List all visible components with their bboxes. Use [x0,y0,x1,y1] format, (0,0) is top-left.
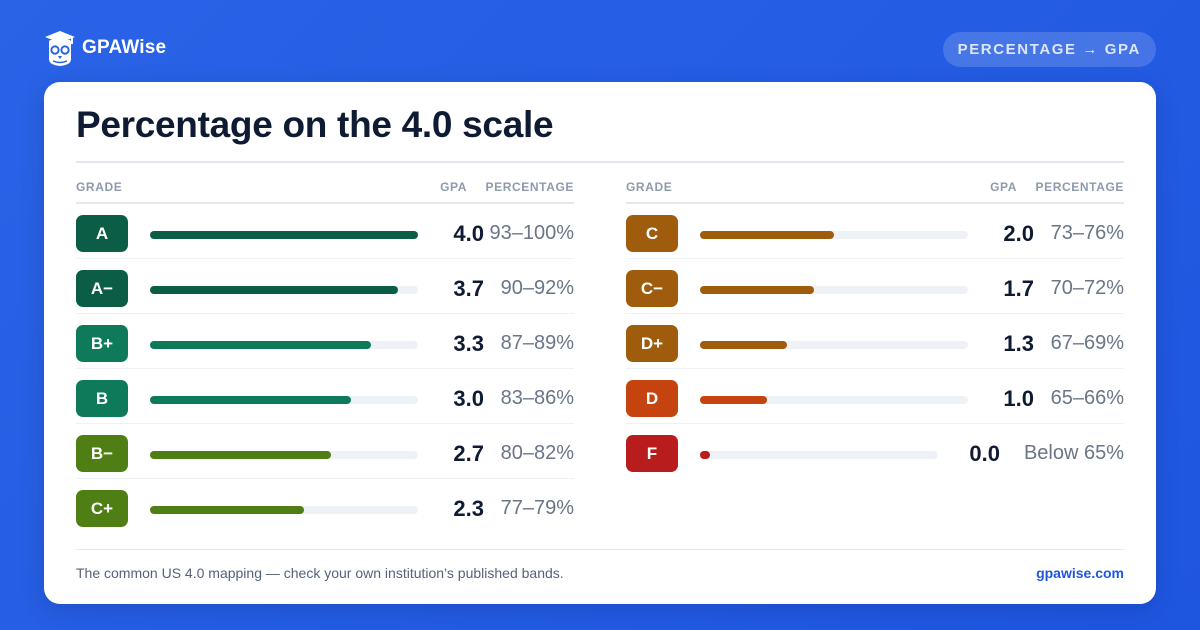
percentage-range: 65–66% [1050,387,1124,409]
grade-column-left: GRADE GPA PERCENTAGE A 4.0 93–100% A− 3.7 90–… [76,178,574,534]
grade-row: C+ 2.3 77–79% [76,479,574,534]
percentage-range: Below 65% [1023,442,1124,464]
gpa-value: 4.0 [453,221,484,246]
column-header: GRADE GPA PERCENTAGE [76,178,574,204]
gpa-value: 1.0 [1003,386,1034,411]
bar-track [150,286,418,294]
grade-badge: D [626,380,678,417]
gpa-bar [700,396,767,404]
bar-track [700,396,968,404]
percentage-range: 70–72% [1050,277,1124,299]
grade-badge: B [76,380,128,417]
pill-label: PERCENTAGE → GPA [957,41,1141,58]
percentage-range: 67–69% [1050,332,1124,354]
percentage-range: 83–86% [500,387,574,409]
percentage-range: 80–82% [500,442,574,464]
grade-row: C− 1.7 70–72% [626,259,1124,314]
gpa-value: 3.0 [453,386,484,411]
title-divider [76,161,1124,163]
gpa-bar [700,341,788,349]
owl-icon [45,31,75,66]
grade-row: F 0.0 Below 65% [626,424,1124,479]
header-grade: GRADE [76,180,123,194]
gpa-bar [150,506,305,514]
footer-divider [76,549,1124,550]
gpa-value: 1.3 [1003,331,1034,356]
grade-badge: B− [76,435,128,472]
header-gpa: GPA [440,180,467,194]
grade-row: A− 3.7 90–92% [76,259,574,314]
gpa-value: 2.7 [453,441,484,466]
grade-column-right: GRADE GPA PERCENTAGE C 2.0 73–76% C− 1.7 70–7… [626,178,1124,479]
conversion-pill: PERCENTAGE → GPA [942,32,1156,67]
gpa-value: 3.3 [453,331,484,356]
grade-row: D+ 1.3 67–69% [626,314,1124,369]
gpa-value: 2.3 [453,496,484,521]
gpa-bar [150,396,351,404]
bar-track [150,396,418,404]
gpa-value: 3.7 [453,276,484,301]
brand-name: GPAWise [82,37,167,58]
grade-rows-left: A 4.0 93–100% A− 3.7 90–92% B+ 3.3 87–89% B 3.0 83–… [76,204,574,534]
grade-badge: F [626,435,678,472]
percentage-range: 93–100% [489,222,574,244]
brand-logo: GPAWise [44,29,166,67]
bar-track [700,341,968,349]
header-percentage: PERCENTAGE [485,180,574,194]
bar-track [700,451,938,459]
gpa-bar [150,231,418,239]
bar-track [150,341,418,349]
percentage-range: 90–92% [500,277,574,299]
gpa-bar [700,451,710,459]
gpa-bar [150,341,372,349]
grade-card: Percentage on the 4.0 scale GRADE GPA PE… [44,82,1156,604]
bar-track [150,231,418,239]
grade-row: B− 2.7 80–82% [76,424,574,479]
bar-track [150,451,418,459]
grade-row: B 3.0 83–86% [76,369,574,424]
gpa-value: 2.0 [1003,221,1034,246]
site-link[interactable]: gpawise.com [1036,565,1124,581]
gpa-value: 0.0 [969,441,1000,466]
gpa-bar [150,286,398,294]
grade-badge: A [76,215,128,252]
header-grade: GRADE [626,180,673,194]
bar-track [150,506,418,514]
grade-badge: C− [626,270,678,307]
bar-track [700,231,968,239]
grade-row: A 4.0 93–100% [76,204,574,259]
grade-row: C 2.0 73–76% [626,204,1124,259]
chart-title: Percentage on the 4.0 scale [76,104,554,145]
header-percentage: PERCENTAGE [1035,180,1124,194]
grade-badge: A− [76,270,128,307]
grade-badge: B+ [76,325,128,362]
gpa-bar [700,231,834,239]
percentage-range: 77–79% [500,497,574,519]
gpa-value: 1.7 [1003,276,1034,301]
bar-track [700,286,968,294]
percentage-range: 73–76% [1050,222,1124,244]
column-header: GRADE GPA PERCENTAGE [626,178,1124,204]
grade-badge: D+ [626,325,678,362]
grade-row: D 1.0 65–66% [626,369,1124,424]
grade-row: B+ 3.3 87–89% [76,314,574,369]
percentage-range: 87–89% [500,332,574,354]
grade-badge: C [626,215,678,252]
footnote: The common US 4.0 mapping — check your o… [76,565,564,581]
grade-badge: C+ [76,490,128,527]
gpa-bar [700,286,814,294]
header-gpa: GPA [990,180,1017,194]
grade-rows-right: C 2.0 73–76% C− 1.7 70–72% D+ 1.3 67–69% D 1.0 65–6… [626,204,1124,479]
gpa-bar [150,451,331,459]
